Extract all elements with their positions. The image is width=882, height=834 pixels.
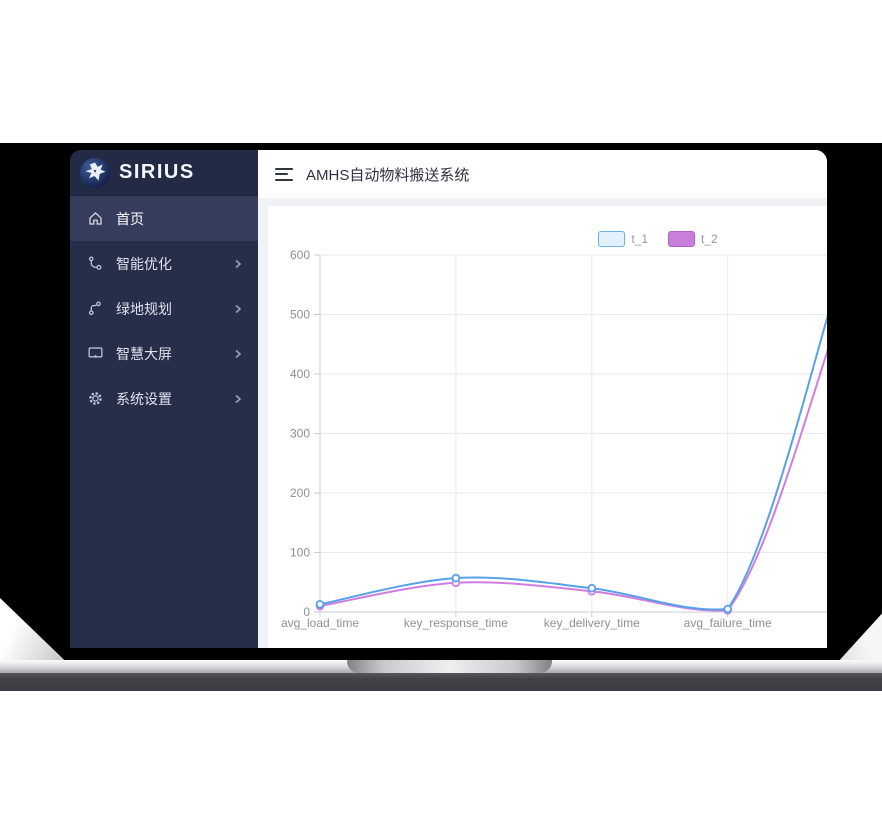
x-axis-label: avg_failure_time xyxy=(684,616,772,630)
sidebar-menu: 首页 智能优化 xyxy=(70,196,258,421)
sidebar-item-optimize[interactable]: 智能优化 xyxy=(70,241,258,286)
y-axis-label: 0 xyxy=(303,605,310,619)
sidebar-logo-bar: SIRIUS xyxy=(70,150,258,196)
y-axis-label: 100 xyxy=(290,546,310,560)
wolf-logo-icon xyxy=(80,157,110,188)
sidebar-item-label: 系统设置 xyxy=(116,390,172,407)
data-point-t_1 xyxy=(315,599,325,609)
series-line-t_2 xyxy=(319,348,827,612)
sidebar-item-label: 绿地规划 xyxy=(116,300,172,317)
chevron-right-icon xyxy=(232,258,244,270)
x-axis-label: avg_load_time xyxy=(281,616,359,630)
hamburger-menu-icon[interactable] xyxy=(273,164,295,185)
page-title: AMHS自动物料搬送系统 xyxy=(306,166,470,184)
y-axis-label: 500 xyxy=(290,308,310,322)
series-line-t_1 xyxy=(319,314,827,611)
y-axis-label: 600 xyxy=(290,248,310,262)
x-axis-label: key_delivery_time xyxy=(544,616,640,630)
main-area: AMHS自动物料搬送系统 0 100 200 300 400 500 600 avg_load… xyxy=(258,150,827,648)
legend-item-t_2[interactable]: t_2 xyxy=(668,231,718,247)
x-axis-label: key_response_time xyxy=(404,616,508,630)
sidebar-item-bigscreen[interactable]: 智慧大屏 xyxy=(70,331,258,376)
sidebar-item-home[interactable]: 首页 xyxy=(70,196,258,241)
y-axis-label: 200 xyxy=(290,486,310,500)
line-chart: 0 100 200 300 400 500 600 avg_load_time key_resp… xyxy=(281,248,827,630)
data-point-t_1 xyxy=(723,604,733,614)
legend-swatch-t_1 xyxy=(598,231,626,247)
data-point-t_1 xyxy=(587,583,597,593)
chart-legend: t_1 t_2 xyxy=(268,231,827,247)
chevron-right-icon xyxy=(232,393,244,405)
sidebar-item-label: 智慧大屏 xyxy=(116,345,172,362)
settings-gear-icon xyxy=(87,390,104,407)
content-area: 0 100 200 300 400 500 600 avg_load_time key_resp… xyxy=(258,198,827,648)
chart-card: 0 100 200 300 400 500 600 avg_load_time key_resp… xyxy=(268,206,827,648)
legend-swatch-t_2 xyxy=(668,231,695,247)
y-axis-label: 400 xyxy=(290,367,310,381)
sidebar-item-planning[interactable]: 绿地规划 xyxy=(70,286,258,331)
sidebar-item-settings[interactable]: 系统设置 xyxy=(70,376,258,421)
app-screen: SIRIUS 首页 xyxy=(70,150,827,648)
laptop-base-front xyxy=(0,673,882,691)
sidebar: SIRIUS 首页 xyxy=(70,150,258,648)
planning-icon xyxy=(87,300,104,317)
home-icon xyxy=(87,210,104,227)
chevron-right-icon xyxy=(232,303,244,315)
laptop-base-notch xyxy=(347,660,552,673)
sidebar-item-label: 首页 xyxy=(116,210,144,227)
legend-label: t_2 xyxy=(701,232,718,246)
bigscreen-icon xyxy=(87,345,104,362)
data-point-t_1 xyxy=(451,573,461,583)
y-axis-label: 300 xyxy=(290,427,310,441)
brand-name: SIRIUS xyxy=(119,161,195,183)
chevron-right-icon xyxy=(232,348,244,360)
legend-item-t_1[interactable]: t_1 xyxy=(598,231,648,247)
sidebar-item-label: 智能优化 xyxy=(116,255,172,272)
optimize-icon xyxy=(87,255,104,272)
legend-label: t_1 xyxy=(631,232,648,246)
app-header: AMHS自动物料搬送系统 xyxy=(258,150,827,198)
